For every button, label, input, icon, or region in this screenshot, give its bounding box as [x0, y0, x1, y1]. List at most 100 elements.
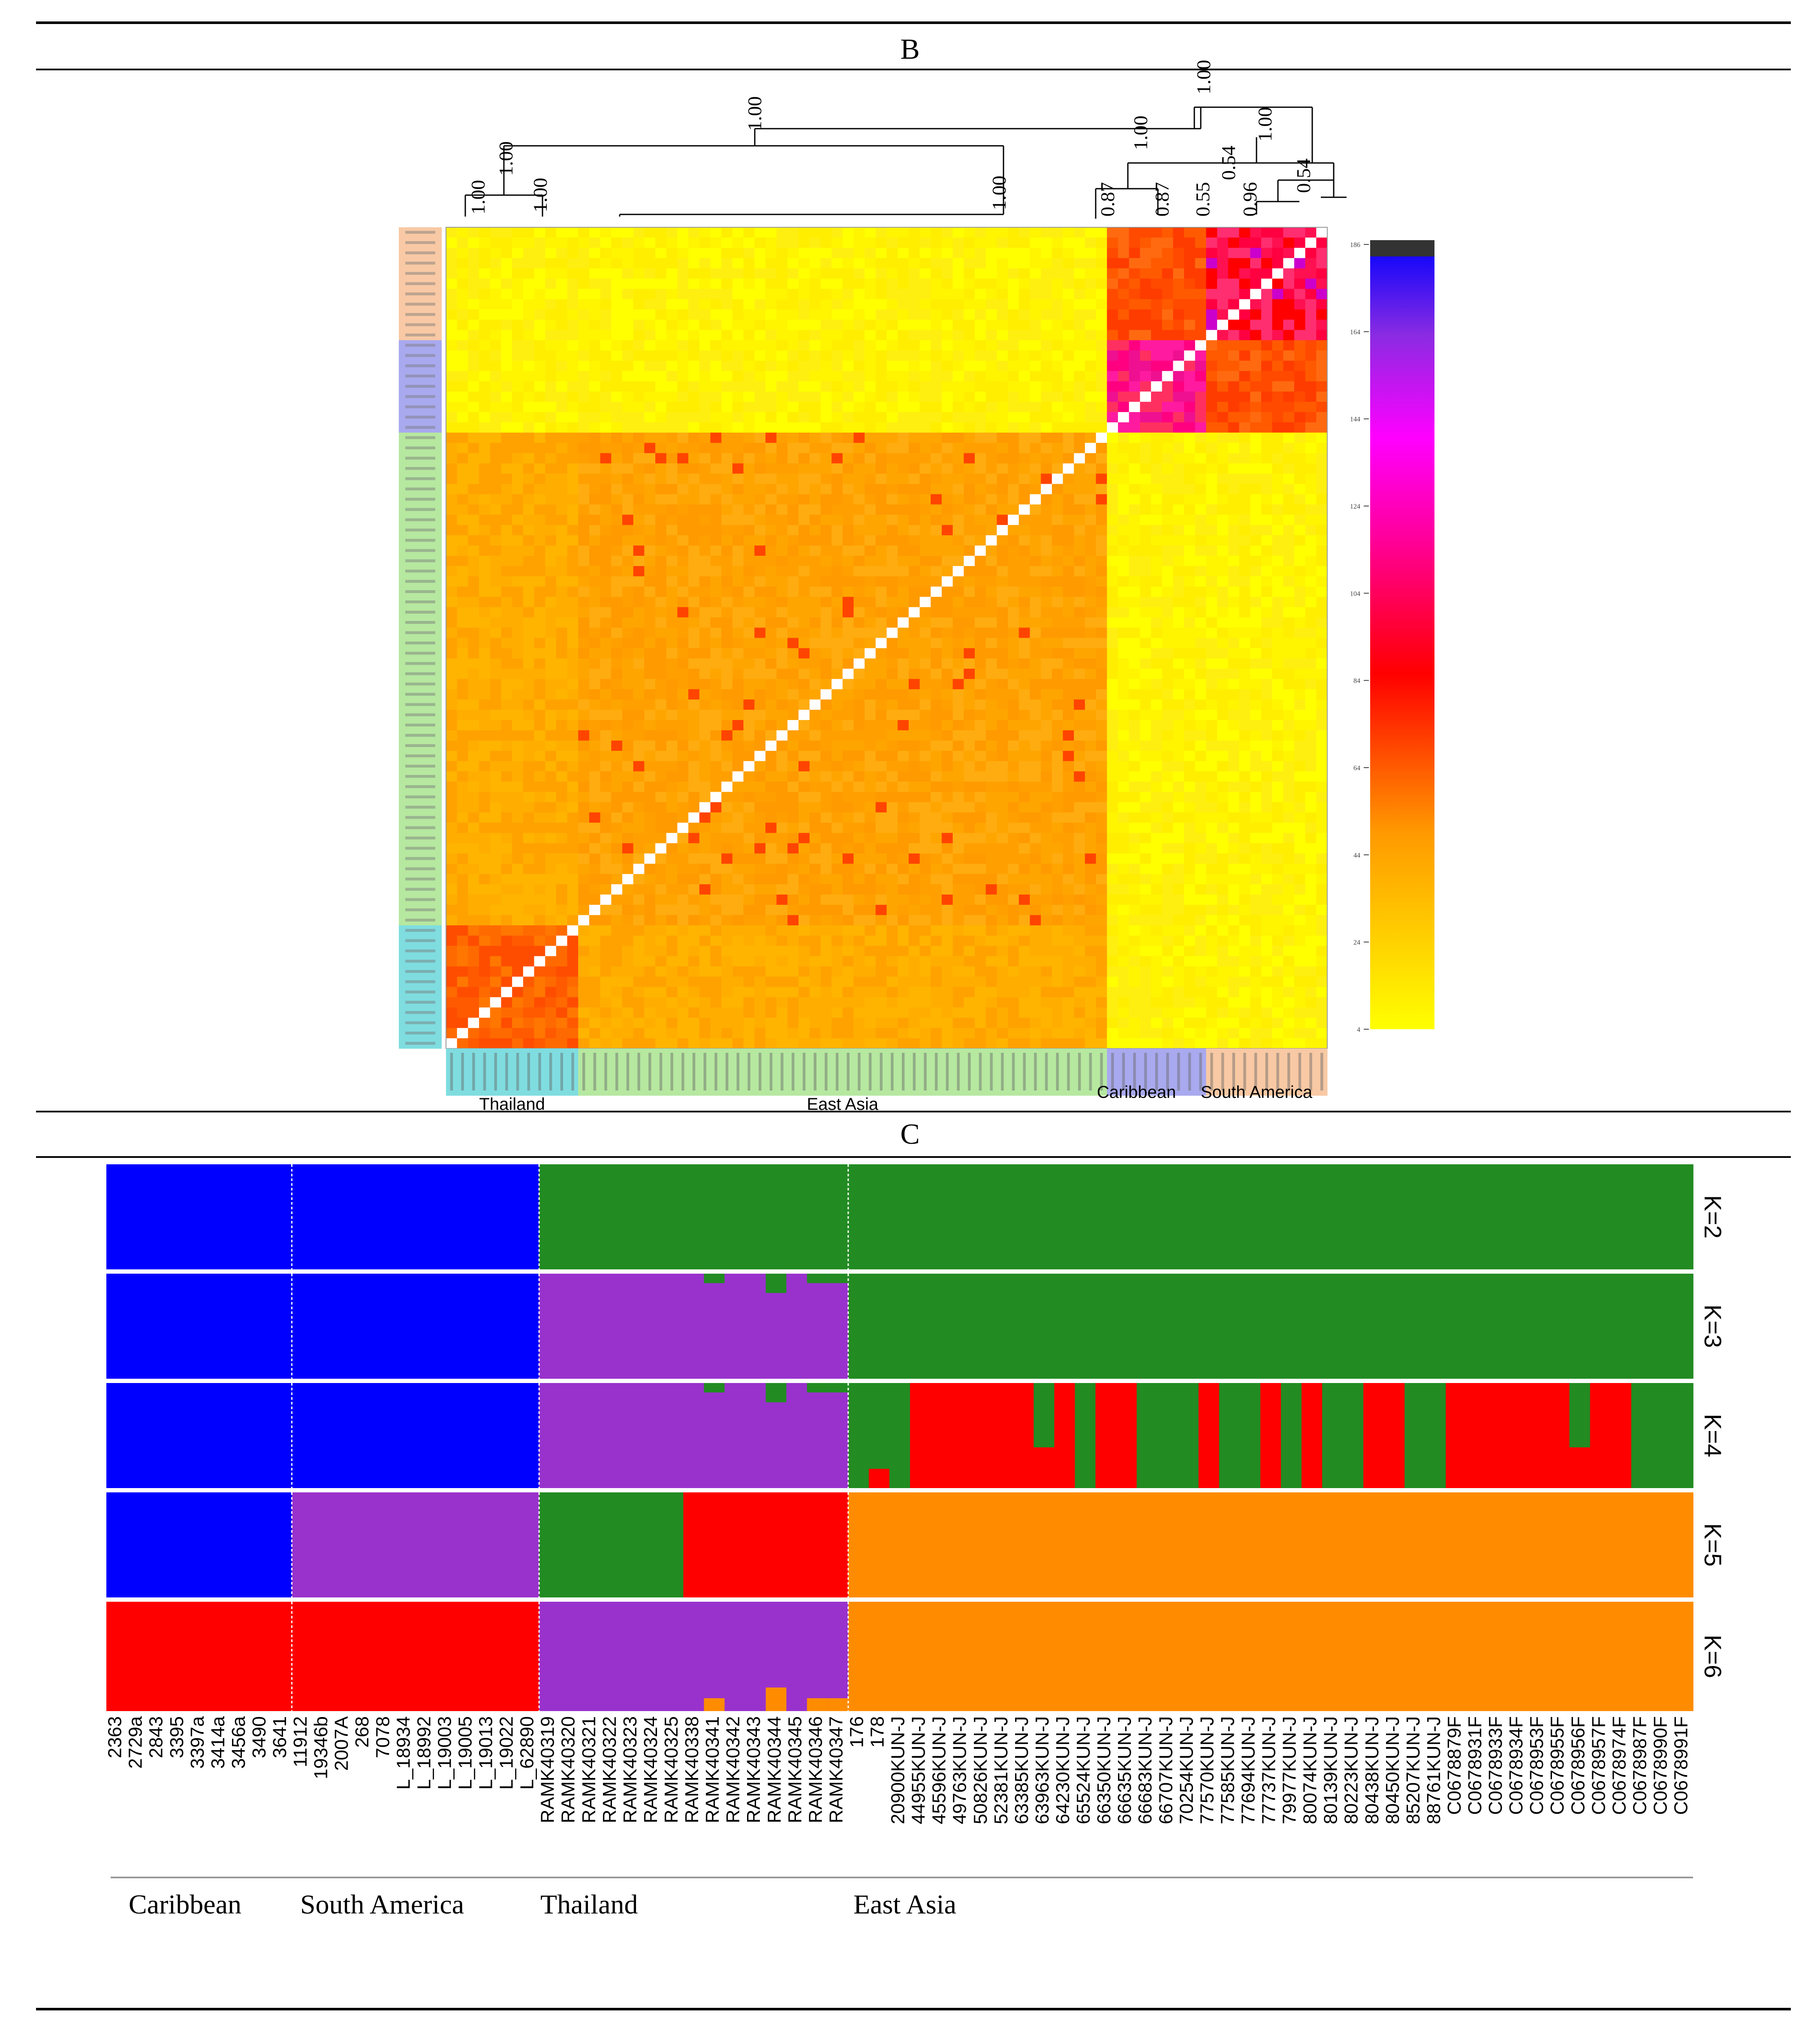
heatmap-cell	[1018, 237, 1031, 248]
panel-b-rule	[36, 69, 1791, 70]
heatmap-cell	[1129, 597, 1140, 608]
bottom-rule	[36, 2008, 1791, 2010]
heatmap-cell	[1052, 392, 1064, 402]
heatmap-cell	[799, 730, 810, 741]
heatmap-cell	[1107, 638, 1118, 649]
heatmap-cell	[545, 401, 557, 413]
heatmap-cell	[964, 823, 975, 833]
heatmap-cell	[567, 792, 579, 803]
heatmap-cell	[1096, 545, 1107, 556]
heatmap-cell	[633, 432, 645, 443]
heatmap-cell	[1096, 730, 1107, 741]
heatmap-cell	[985, 812, 997, 823]
heatmap-cell	[832, 699, 843, 710]
heatmap-cell	[1041, 504, 1052, 515]
heatmap-cell	[534, 627, 545, 639]
heatmap-cell	[1063, 227, 1074, 238]
heatmap-cell	[1239, 843, 1250, 854]
heatmap-cell	[666, 484, 678, 494]
heatmap-cell	[1316, 833, 1328, 844]
heatmap-cell	[865, 627, 876, 639]
heatmap-cell	[1250, 638, 1262, 649]
heatmap-cell	[776, 710, 788, 720]
heatmap-cell	[523, 545, 535, 556]
heatmap-cell	[985, 319, 997, 330]
heatmap-cell	[578, 699, 590, 710]
heatmap-cell	[622, 853, 634, 864]
heatmap-cell	[1085, 227, 1097, 238]
heatmap-cell	[1206, 669, 1217, 679]
heatmap-cell	[578, 812, 590, 823]
heatmap-cell	[644, 843, 656, 854]
heatmap-cell	[941, 710, 953, 720]
heatmap-cell	[1228, 566, 1240, 577]
heatmap-cell	[898, 792, 909, 803]
heatmap-cell	[1030, 309, 1041, 320]
heatmap-cell	[457, 535, 468, 546]
heatmap-cell	[1074, 412, 1085, 423]
heatmap-cell	[1206, 545, 1217, 556]
heatmap-cell	[1294, 617, 1306, 628]
heatmap-cell	[931, 771, 942, 782]
heatmap-cell	[865, 566, 876, 577]
heatmap-cell	[1316, 381, 1328, 392]
heatmap-cell	[1217, 740, 1229, 751]
heatmap-cell	[1052, 586, 1064, 597]
heatmap-cell	[710, 853, 722, 864]
heatmap-cell	[1118, 843, 1130, 854]
heatmap-cell	[787, 515, 799, 525]
heatmap-cell	[622, 515, 634, 525]
heatmap-cell	[919, 432, 931, 443]
heatmap-cell	[842, 453, 854, 464]
heatmap-cell	[567, 617, 579, 628]
heatmap-cell	[644, 258, 656, 269]
heatmap-cell	[1228, 289, 1240, 300]
heatmap-cell	[1018, 319, 1031, 330]
heatmap-cell	[1030, 504, 1041, 515]
heatmap-cell	[633, 412, 645, 423]
heatmap-cell	[853, 771, 865, 782]
heatmap-cell	[820, 710, 832, 720]
heatmap-cell	[832, 504, 843, 515]
heatmap-cell	[468, 247, 479, 259]
heatmap-cell	[1305, 658, 1317, 669]
heatmap-cell	[865, 350, 876, 361]
heatmap-cell	[1228, 576, 1240, 587]
heatmap-cell	[1206, 597, 1217, 608]
heatmap-cell	[644, 299, 656, 310]
heatmap-cell	[523, 473, 535, 485]
heatmap-cell	[545, 617, 557, 628]
heatmap-cell	[534, 843, 545, 854]
heatmap-cell	[1217, 247, 1229, 259]
heatmap-cell	[865, 597, 876, 608]
heatmap-cell	[1085, 556, 1097, 567]
heatmap-cell	[1206, 689, 1217, 700]
heatmap-cell	[919, 843, 931, 854]
heatmap-cell	[1184, 473, 1196, 485]
heatmap-cell	[898, 350, 909, 361]
heatmap-cell	[1074, 392, 1085, 402]
heatmap-cell	[941, 730, 953, 741]
heatmap-cell	[1030, 247, 1041, 259]
heatmap-cell	[1018, 638, 1031, 649]
heatmap-cell	[600, 515, 612, 525]
heatmap-cell	[820, 669, 832, 679]
heatmap-cell	[820, 330, 832, 341]
heatmap-cell	[666, 401, 678, 413]
heatmap-cell	[545, 792, 557, 803]
heatmap-cell	[809, 750, 821, 762]
heatmap-cell	[457, 638, 468, 649]
heatmap-cell	[1272, 730, 1284, 741]
heatmap-cell	[842, 781, 854, 793]
heatmap-cell	[1305, 525, 1317, 536]
heatmap-cell	[699, 361, 711, 371]
heatmap-cell	[1228, 710, 1240, 720]
heatmap-cell	[666, 381, 678, 392]
heatmap-cell	[1184, 392, 1196, 402]
heatmap-cell	[1195, 289, 1207, 300]
heatmap-cell	[809, 545, 821, 556]
heatmap-cell	[721, 463, 733, 474]
heatmap-cell	[1217, 535, 1229, 546]
heatmap-cell	[997, 392, 1008, 402]
heatmap-cell	[512, 412, 524, 423]
